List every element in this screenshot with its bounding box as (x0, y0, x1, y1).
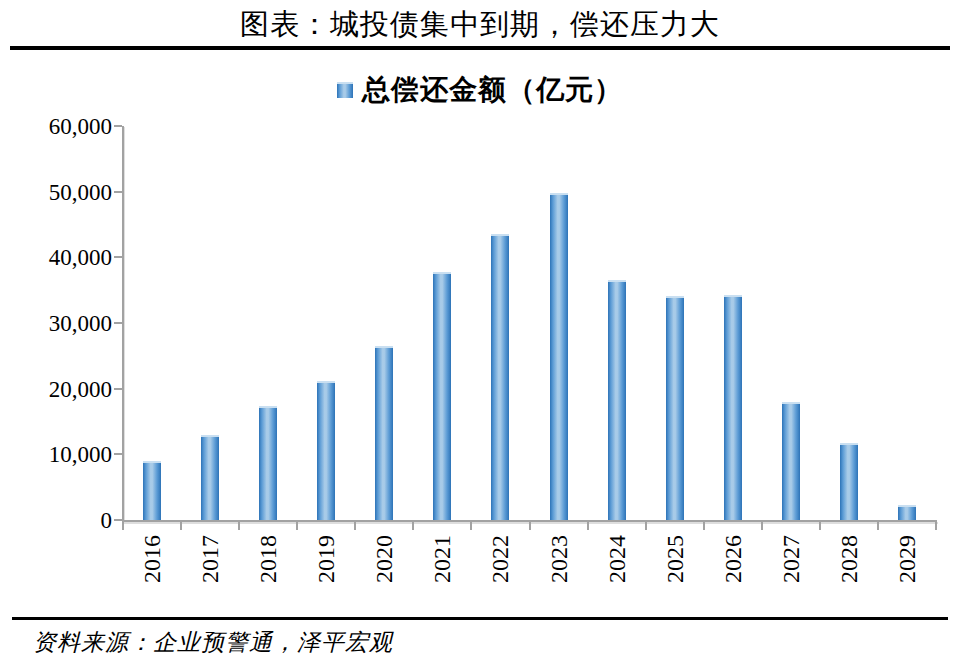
bar-2018 (259, 406, 277, 520)
bar-2017 (201, 435, 219, 520)
y-axis-line (122, 126, 124, 522)
y-axis-tick-label: 20,000 (18, 376, 112, 404)
x-axis-tick (529, 522, 531, 530)
x-axis-label-2017: 2017 (198, 531, 222, 587)
y-axis-tick (114, 388, 122, 390)
y-axis-tick-label: 50,000 (18, 179, 112, 207)
x-axis-tick (935, 522, 937, 530)
y-axis-tick (114, 519, 122, 521)
bottom-divider (12, 617, 948, 620)
source-note: 资料来源：企业预警通，泽平宏观 (33, 628, 393, 658)
x-axis-tick (412, 522, 414, 530)
y-axis-tick-label: 30,000 (18, 310, 112, 338)
bar-2023 (550, 193, 568, 520)
bar-2019 (317, 381, 335, 520)
x-axis-tick (703, 522, 705, 530)
x-axis-tick (180, 522, 182, 530)
x-axis-tick (238, 522, 240, 530)
x-axis-label-2021: 2021 (430, 531, 454, 587)
y-axis-tick (114, 322, 122, 324)
bar-2028 (840, 443, 858, 520)
x-axis-label-2024: 2024 (605, 531, 629, 587)
x-axis-label-2027: 2027 (779, 531, 803, 587)
x-axis-tick (470, 522, 472, 530)
x-axis-label-2026: 2026 (721, 531, 745, 587)
report-page: 图表：城投债集中到期，偿还压力大 总偿还金额（亿元） 010,00020,000… (0, 0, 960, 667)
x-axis-tick (296, 522, 298, 530)
bar-2026 (724, 295, 742, 520)
x-axis-label-2018: 2018 (256, 531, 280, 587)
x-axis-tick (819, 522, 821, 530)
bar-2022 (491, 234, 509, 520)
y-axis-tick (114, 256, 122, 258)
y-axis-tick-label: 10,000 (18, 441, 112, 469)
x-axis-label-2028: 2028 (837, 531, 861, 587)
x-axis-label-2016: 2016 (140, 531, 164, 587)
x-axis-label-2023: 2023 (547, 531, 571, 587)
x-axis-tick (761, 522, 763, 530)
bar-2025 (666, 296, 684, 520)
y-axis-tick-label: 40,000 (18, 244, 112, 272)
y-axis-tick (114, 125, 122, 127)
bar-2021 (433, 272, 451, 520)
x-axis-label-2029: 2029 (895, 531, 919, 587)
x-axis-tick (877, 522, 879, 530)
bar-2020 (375, 346, 393, 520)
x-axis-tick (122, 522, 124, 530)
bar-2029 (898, 505, 916, 520)
x-axis-label-2022: 2022 (488, 531, 512, 587)
x-axis-label-2020: 2020 (372, 531, 396, 587)
y-axis-tick-label: 60,000 (18, 113, 112, 141)
x-axis-tick (645, 522, 647, 530)
bar-2024 (608, 280, 626, 520)
x-axis-tick (587, 522, 589, 530)
y-axis-tick (114, 453, 122, 455)
plot-area: 0 10,000 20,000 30,000 40,000 50,000 60,000 201… (0, 0, 960, 667)
x-axis-label-2025: 2025 (663, 531, 687, 587)
y-axis-tick-label: 0 (18, 507, 112, 535)
bar-2016 (143, 461, 161, 520)
y-axis-tick (114, 191, 122, 193)
bar-2027 (782, 402, 800, 520)
x-axis-label-2019: 2019 (314, 531, 338, 587)
x-axis-tick (354, 522, 356, 530)
